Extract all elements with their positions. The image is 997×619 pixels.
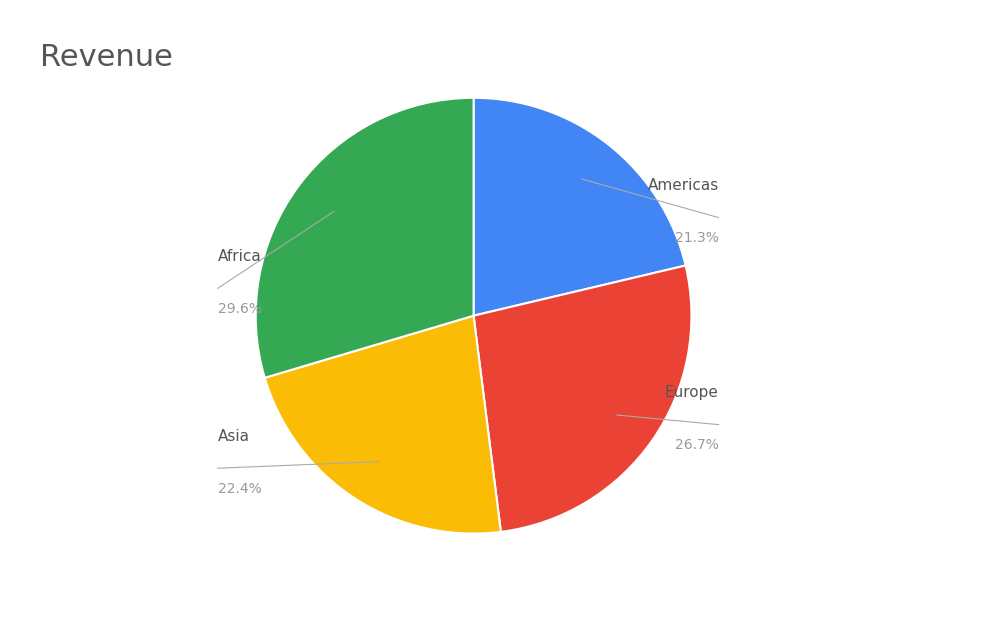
Text: Europe: Europe [665, 385, 719, 400]
Text: 22.4%: 22.4% [217, 482, 261, 496]
Text: 21.3%: 21.3% [675, 232, 719, 245]
Text: Revenue: Revenue [40, 43, 172, 72]
Text: Africa: Africa [217, 249, 261, 264]
Wedge shape [474, 98, 686, 316]
Text: 26.7%: 26.7% [675, 438, 719, 452]
Wedge shape [474, 266, 692, 532]
Text: Americas: Americas [647, 178, 719, 193]
Wedge shape [255, 98, 474, 378]
Text: 29.6%: 29.6% [217, 302, 261, 316]
Text: Asia: Asia [217, 429, 249, 444]
Wedge shape [265, 316, 500, 534]
